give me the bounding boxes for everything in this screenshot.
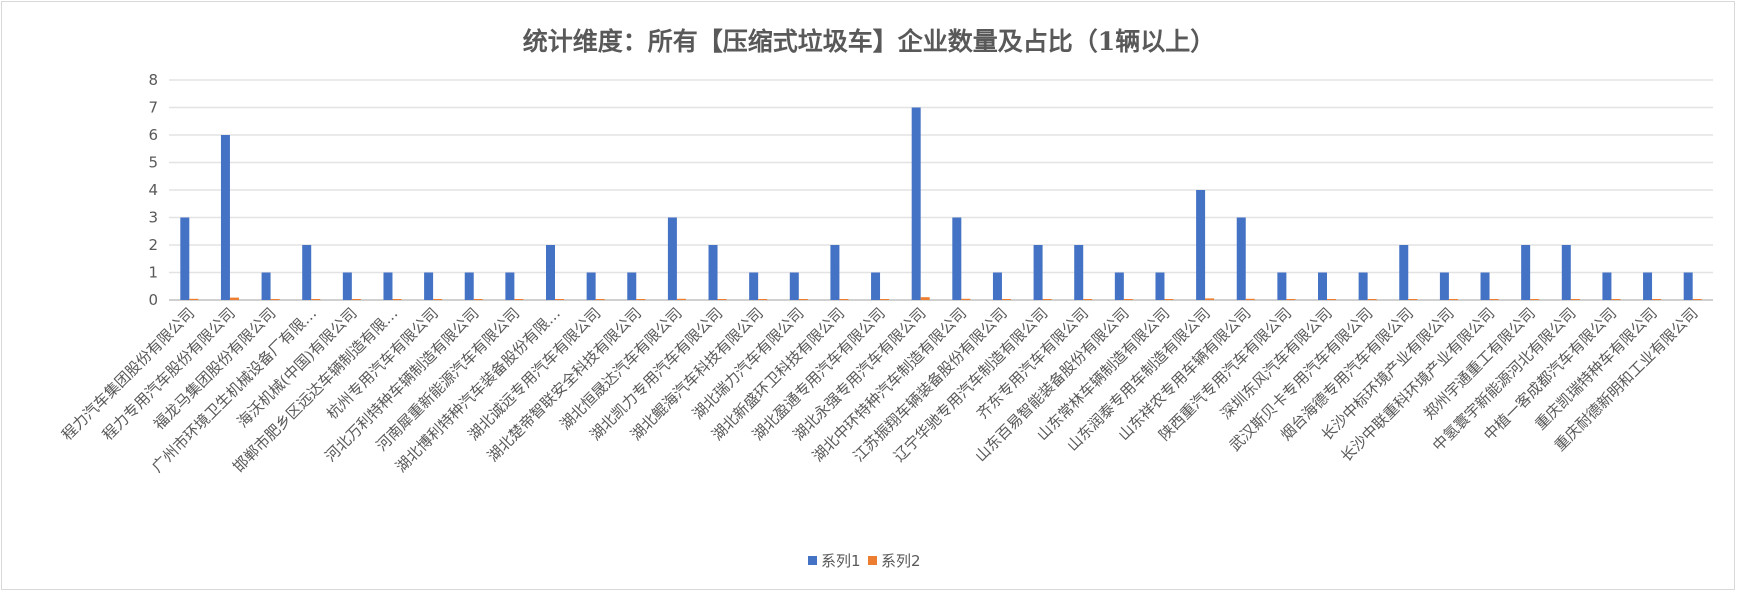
bars: [180, 107, 1702, 300]
bar-series2: [1489, 299, 1499, 300]
y-tick-label: 5: [148, 154, 158, 172]
bar-series1: [911, 107, 921, 300]
bar-series2: [311, 299, 321, 300]
bar-series1: [952, 217, 962, 300]
y-tick-label: 0: [148, 291, 158, 309]
bar-series2: [717, 299, 727, 300]
bar-series2: [1570, 299, 1580, 300]
bar-series2: [920, 297, 930, 300]
bar-series1: [871, 272, 881, 300]
bar-series1: [505, 272, 515, 300]
bar-series1: [1155, 272, 1165, 300]
bar-series2: [1611, 299, 1621, 300]
bar-series1: [424, 272, 434, 300]
bar-series2: [595, 299, 605, 300]
bar-series1: [1521, 245, 1531, 300]
y-tick-label: 7: [148, 99, 158, 117]
legend-label-series2: 系列2: [881, 552, 921, 570]
bar-series1: [1399, 245, 1409, 300]
legend-swatch-series1: [808, 556, 817, 565]
bar-series2: [1327, 299, 1336, 300]
bar-series2: [1286, 299, 1296, 300]
legend: 系列1 系列2: [808, 552, 921, 570]
bar-series2: [270, 299, 280, 300]
y-tick-label: 8: [148, 71, 158, 89]
bar-series2: [1123, 299, 1133, 300]
bar-series1: [302, 245, 312, 300]
bar-series1: [464, 272, 474, 300]
y-tick-label: 3: [148, 209, 158, 227]
bar-series1: [1196, 190, 1206, 300]
y-axis: 0 1 2 3 4 5 6 7 8: [148, 71, 158, 309]
bar-series1: [1033, 245, 1043, 300]
bar-series2: [392, 299, 402, 300]
bar-series2: [1083, 299, 1093, 300]
bar-series1: [830, 245, 840, 300]
bar-series1: [1074, 245, 1084, 300]
bar-series2: [1652, 299, 1662, 300]
y-tick-label: 4: [148, 181, 158, 199]
y-tick-label: 2: [148, 236, 158, 254]
bar-series2: [189, 298, 199, 300]
bar-series2: [1692, 299, 1702, 300]
bar-series1: [383, 272, 393, 300]
bar-series2: [229, 297, 239, 300]
bar-series1: [1561, 245, 1571, 300]
bar-series1: [1643, 272, 1653, 300]
y-tick-label: 6: [148, 126, 158, 144]
bar-series2: [1001, 299, 1011, 300]
legend-label-series1: 系列1: [821, 552, 861, 570]
bar-series1: [1480, 272, 1490, 300]
bar-series1: [789, 272, 799, 300]
bar-series1: [546, 245, 555, 300]
bar-series2: [1530, 299, 1540, 300]
bar-series1: [1318, 272, 1327, 300]
bar-series1: [261, 272, 271, 300]
bar-series1: [627, 272, 637, 300]
bar-series1: [1277, 272, 1287, 300]
bar-series2: [1448, 299, 1458, 300]
bar-series1: [708, 245, 718, 300]
bar-series1: [1114, 272, 1124, 300]
bar-series1: [1439, 272, 1449, 300]
bar-series2: [1042, 299, 1052, 300]
bar-series1: [749, 272, 759, 300]
bar-series2: [433, 299, 443, 300]
bar-series1: [220, 135, 230, 300]
bar-series2: [514, 299, 524, 300]
bar-series2: [1164, 299, 1174, 300]
bar-series2: [839, 299, 849, 300]
bar-series1: [1236, 217, 1246, 300]
bar-series2: [555, 299, 564, 300]
x-axis: 程力汽车集团股份有限公司程力专用汽车股份有限公司福龙马集团股份有限公司广州市环境…: [58, 304, 1701, 476]
bar-series1: [180, 217, 190, 300]
bar-series1: [1683, 272, 1693, 300]
bar-series1: [342, 272, 352, 300]
bar-series2: [473, 299, 483, 300]
chart-title: 统计维度：所有【压缩式垃圾车】企业数量及占比（1辆以上）: [523, 27, 1215, 56]
bar-series2: [798, 299, 808, 300]
bar-series2: [880, 299, 890, 300]
bar-series2: [1205, 298, 1215, 300]
bar-series1: [992, 272, 1002, 300]
bar-series2: [351, 299, 361, 300]
bar-series1: [667, 217, 677, 300]
gridlines: [169, 79, 1713, 301]
bar-series2: [961, 298, 971, 300]
bar-series2: [1367, 299, 1377, 300]
bar-series2: [636, 299, 646, 300]
bar-series2: [676, 298, 686, 300]
bar-series1: [1358, 272, 1368, 300]
bar-series1: [586, 272, 596, 300]
bar-series2: [1245, 298, 1255, 300]
legend-swatch-series2: [868, 556, 877, 565]
bar-series1: [1602, 272, 1612, 300]
y-tick-label: 1: [148, 264, 158, 282]
bar-series2: [758, 299, 768, 300]
bar-series2: [1408, 299, 1418, 300]
